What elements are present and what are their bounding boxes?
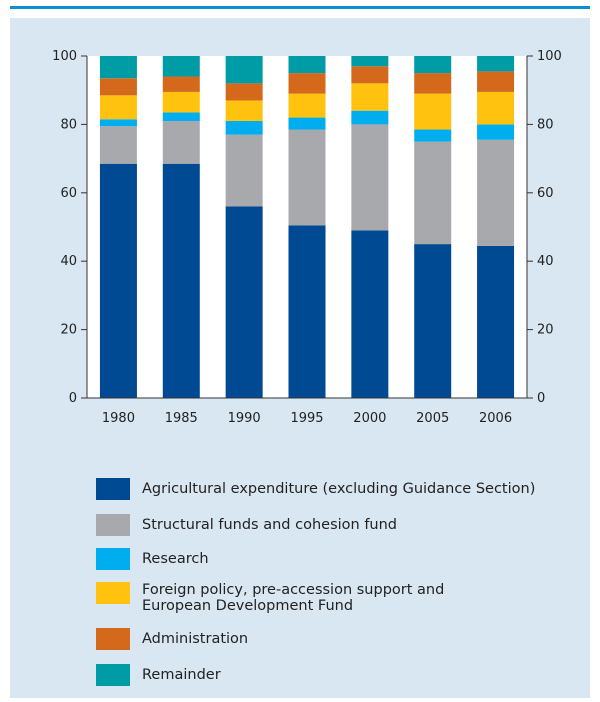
bar-segment-1985-2 [162,112,200,121]
legend-item: Remainder [96,664,221,686]
y-tick-label-left-40: 40 [60,254,77,269]
bar-segment-2006-0 [477,245,515,398]
bar-segment-1980-3 [99,95,137,120]
bar-segment-2000-0 [351,230,389,398]
bar-segment-1980-2 [99,119,137,127]
legend-label: Structural funds and cohesion fund [142,517,398,533]
legend-item: Administration [96,628,248,650]
x-tick-label-1990: 1990 [228,411,261,426]
bar-segment-2005-1 [414,141,452,245]
y-tick-label-left-100: 100 [52,49,77,64]
bar-segment-2005-2 [414,129,452,142]
chart-panel: 0 0 20 20 40 40 60 60 80 80 100 100 1980 1985 1990 1995… [10,18,590,698]
x-tick-label-2006: 2006 [479,411,512,426]
y-tick-label-left-0: 0 [69,391,77,406]
x-tick-label-1995: 1995 [290,411,323,426]
bar-segment-2006-5 [477,56,515,72]
bar-segment-1995-4 [288,73,326,94]
legend-swatch [96,664,130,686]
legend-item: Structural funds and cohesion fund [96,514,397,536]
bar-segment-1985-4 [162,76,200,92]
bar-segment-1995-0 [288,225,326,398]
bar-segment-2006-4 [477,71,515,92]
y-tick-label-left-80: 80 [60,117,77,132]
x-tick-label-2005: 2005 [416,411,449,426]
x-tick-label-1980: 1980 [102,411,135,426]
legend-swatch [96,628,130,650]
bar-segment-2000-1 [351,124,389,231]
legend-swatch [96,582,130,604]
y-tick-label-right-20: 20 [537,323,554,338]
bar-segment-1990-2 [225,120,263,135]
legend-item: Agricultural expenditure (excluding Guid… [96,478,535,500]
bar-segment-1985-3 [162,91,200,113]
legend-label: Foreign policy, pre-accession support an… [142,582,445,614]
bar-segment-2005-4 [414,73,452,94]
y-tick-label-left-60: 60 [60,186,77,201]
legend-label: Research [142,551,209,567]
bar-segment-1980-4 [99,78,137,96]
bar-segment-1990-5 [225,56,263,84]
bar-segment-1995-1 [288,129,326,226]
bar-segment-2005-3 [414,93,452,130]
legend-label: Remainder [142,667,221,683]
bar-segment-2000-3 [351,83,389,111]
legend-swatch [96,514,130,536]
bar-segment-1985-1 [162,120,200,164]
legend-label: Agricultural expenditure (excluding Guid… [142,481,536,497]
y-tick-label-right-40: 40 [537,254,554,269]
top-rule [10,6,590,9]
y-tick-label-right-80: 80 [537,117,554,132]
y-tick-label-right-100: 100 [537,49,562,64]
bar-segment-2006-3 [477,91,515,125]
legend-swatch [96,548,130,570]
bar-segment-2000-5 [351,56,389,67]
bar-segment-2005-0 [414,244,452,398]
bar-segment-1980-0 [99,163,137,398]
bar-segment-1985-5 [162,56,200,77]
bar-segment-2000-4 [351,66,389,84]
bar-segment-2000-2 [351,110,389,125]
bar-segment-1995-3 [288,93,326,118]
bar-segment-2006-2 [477,124,515,140]
x-tick-label-1985: 1985 [165,411,198,426]
bar-segment-1980-1 [99,126,137,164]
bar-segment-1990-4 [225,83,263,101]
legend-label: Administration [142,631,249,647]
bar-segment-1990-3 [225,100,263,121]
bar-segment-1990-0 [225,206,263,398]
legend-item: Research [96,548,209,570]
legend-item: Foreign policy, pre-accession support an… [96,582,444,614]
bar-segment-1980-5 [99,56,137,79]
bar-segment-1995-2 [288,117,326,130]
bar-segment-1985-0 [162,163,200,398]
legend-swatch [96,478,130,500]
y-tick-label-left-20: 20 [60,323,77,338]
bar-segment-1995-5 [288,56,326,74]
bar-segment-2006-1 [477,139,515,246]
y-tick-label-right-0: 0 [537,391,545,406]
y-tick-label-right-60: 60 [537,186,554,201]
bar-segment-2005-5 [414,56,452,74]
x-tick-label-2000: 2000 [353,411,386,426]
stacked-bar-chart: 0 0 20 20 40 40 60 60 80 80 100 100 1980 1985 1990 1995… [52,49,562,426]
bar-segment-1990-1 [225,134,263,207]
